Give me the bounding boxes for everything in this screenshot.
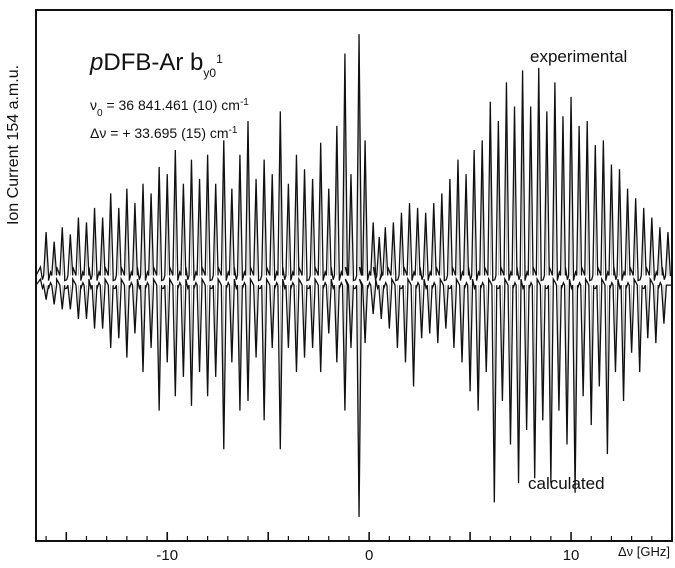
x-tick-label-0: -10 xyxy=(156,547,178,563)
title-molecule-prefix: p xyxy=(89,49,103,76)
annotation-shift-symbol: Δν xyxy=(90,125,106,141)
title-molecule-rest: DFB-Ar xyxy=(103,49,183,76)
annotation-shift: Δν = + 33.695 (15) cm-1 xyxy=(90,125,238,142)
annotation-origin-symbol: ν xyxy=(90,97,97,113)
title-spacer xyxy=(183,49,190,76)
series-label-experimental: experimental xyxy=(530,47,627,66)
plot-content xyxy=(35,34,672,517)
y-axis-label: Ion Current 154 a.m.u. xyxy=(5,65,22,225)
chart-title: pDFB-Ar by01 xyxy=(89,49,223,80)
series-line-calculated xyxy=(35,276,672,517)
x-tick-labels: -10 0 10 xyxy=(156,547,580,564)
annotation-origin-subscript: 0 xyxy=(97,108,103,119)
annotation-origin-text: = 36 841.461 (10) cm xyxy=(103,97,240,113)
title-band-superscript: 1 xyxy=(216,52,223,66)
annotation-shift-text: = + 33.695 (15) cm xyxy=(106,125,228,141)
x-axis-label: Δν [GHz] xyxy=(618,544,670,559)
series-line-experimental xyxy=(35,34,672,282)
plot-frame xyxy=(35,9,673,542)
x-ticks xyxy=(45,532,673,541)
series-calculated xyxy=(35,276,672,517)
title-band-subscript: y0 xyxy=(203,66,216,80)
annotation-shift-superscript: -1 xyxy=(229,125,238,136)
series-label-calculated: calculated xyxy=(528,474,605,493)
annotation-origin: ν0 = 36 841.461 (10) cm-1 xyxy=(90,97,249,119)
title-band-symbol: b xyxy=(190,49,203,76)
annotation-origin-superscript: -1 xyxy=(240,97,249,108)
x-tick-label-2: 10 xyxy=(563,547,580,563)
x-tick-label-1: 0 xyxy=(365,547,373,563)
series-experimental xyxy=(35,34,672,282)
